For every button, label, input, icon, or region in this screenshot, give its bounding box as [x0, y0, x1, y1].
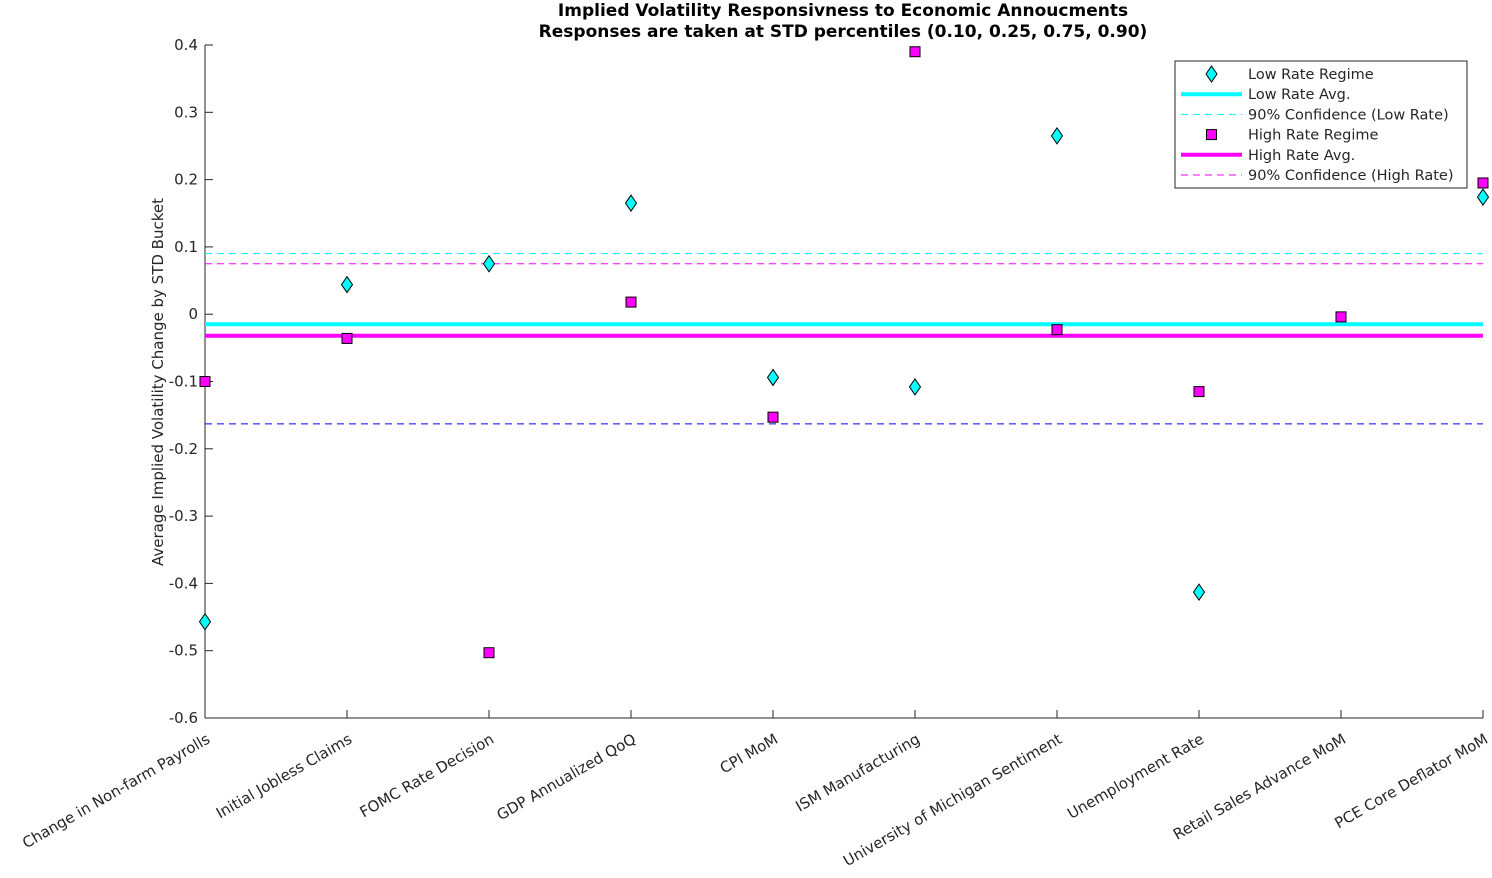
data-point-high-rate-regime — [1335, 311, 1347, 323]
data-point-high-rate-regime — [483, 647, 495, 659]
data-point-low-rate-regime — [198, 612, 212, 631]
data-point-high-rate-regime — [767, 411, 779, 423]
data-point-low-rate-regime — [908, 378, 922, 396]
y-tick-label: -0.6 — [169, 709, 198, 727]
legend-label: Low Rate Regime — [1248, 67, 1374, 83]
data-point-low-rate-regime — [340, 275, 354, 294]
y-tick-label: -0.1 — [169, 373, 198, 391]
y-tick-label: 0.3 — [174, 103, 198, 121]
data-point-high-rate-regime — [199, 376, 211, 387]
x-tick-label: FOMC Rate Decision — [357, 730, 497, 821]
data-point-low-rate-regime — [766, 368, 780, 387]
data-point-high-rate-regime — [625, 296, 637, 308]
data-point-low-rate-regime — [1050, 126, 1064, 145]
data-point-high-rate-regime — [341, 332, 353, 344]
x-tick-label: University of Michigan Sentiment — [840, 730, 1065, 870]
x-tick-label: Unemployment Rate — [1064, 730, 1207, 823]
x-tick-label: ISM Manufacturing — [793, 730, 923, 816]
x-tick-label: Initial Jobless Claims — [213, 730, 355, 822]
legend-swatch — [1205, 65, 1218, 83]
data-point-high-rate-regime — [909, 46, 921, 58]
x-tick-label: CPI MoM — [717, 730, 781, 777]
data-point-low-rate-regime — [624, 194, 638, 213]
data-point-high-rate-regime — [1051, 324, 1063, 336]
legend-label: 90% Confidence (High Rate) — [1248, 168, 1453, 184]
legend-swatch — [1206, 129, 1217, 141]
legend-label: 90% Confidence (Low Rate) — [1248, 107, 1449, 123]
data-point-high-rate-regime — [1477, 177, 1489, 189]
y-tick-label: -0.3 — [169, 507, 198, 525]
legend-label: High Rate Avg. — [1248, 148, 1355, 164]
y-tick-label: 0.2 — [174, 171, 198, 189]
x-tick-label: PCE Core Deflator MoM — [1332, 730, 1491, 832]
y-tick-label: -0.5 — [169, 642, 198, 660]
chart-subtitle: Responses are taken at STD percentiles (… — [539, 22, 1148, 42]
chart-title: Implied Volatility Responsivness to Econ… — [558, 1, 1128, 21]
y-tick-label: -0.4 — [169, 574, 198, 592]
legend-box — [1174, 60, 1468, 189]
data-point-low-rate-regime — [1192, 583, 1206, 602]
legend-label: Low Rate Avg. — [1248, 87, 1350, 103]
data-point-low-rate-regime — [482, 254, 496, 273]
y-tick-label: 0.4 — [174, 36, 198, 54]
y-tick-label: -0.2 — [169, 440, 198, 458]
y-tick-label: 0 — [188, 305, 198, 323]
legend-label: High Rate Regime — [1248, 128, 1378, 144]
y-tick-label: 0.1 — [174, 238, 198, 256]
x-tick-label: Change in Non-farm Payrolls — [19, 730, 213, 852]
data-point-low-rate-regime — [1476, 188, 1490, 206]
x-tick-label: GDP Annualized QoQ — [494, 730, 639, 824]
y-axis-label: Average Implied Volatility Change by STD… — [149, 198, 167, 566]
data-point-high-rate-regime — [1193, 386, 1205, 398]
legend: Low Rate Regime Low Rate Avg. 90% Confiden… — [1174, 60, 1468, 189]
